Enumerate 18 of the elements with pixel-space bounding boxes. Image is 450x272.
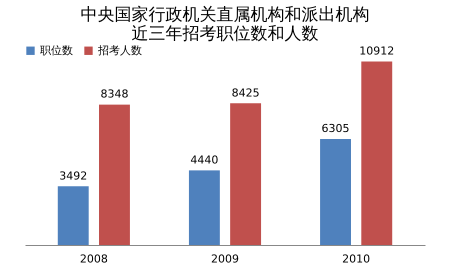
x-tick-label: 2008 xyxy=(80,252,108,266)
chart-title: 中央国家行政机关直属机构和派出机构近三年招考职位数和人数 xyxy=(80,5,370,44)
legend-label: 招考人数 xyxy=(97,44,142,57)
data-label: 8425 xyxy=(232,86,260,100)
bar xyxy=(188,170,220,245)
bar xyxy=(320,138,351,245)
data-label: 10912 xyxy=(359,44,394,58)
data-label: 4440 xyxy=(190,153,218,166)
bar xyxy=(58,186,89,245)
bar xyxy=(361,61,392,245)
data-label: 8348 xyxy=(100,88,128,101)
x-tick-label: 2009 xyxy=(211,252,239,266)
bar xyxy=(230,103,262,245)
data-label: 6305 xyxy=(322,122,350,135)
bar xyxy=(99,104,130,245)
x-tick-label: 2010 xyxy=(342,252,370,266)
legend-label: 职位数 xyxy=(40,44,73,57)
data-label: 3492 xyxy=(59,169,88,182)
